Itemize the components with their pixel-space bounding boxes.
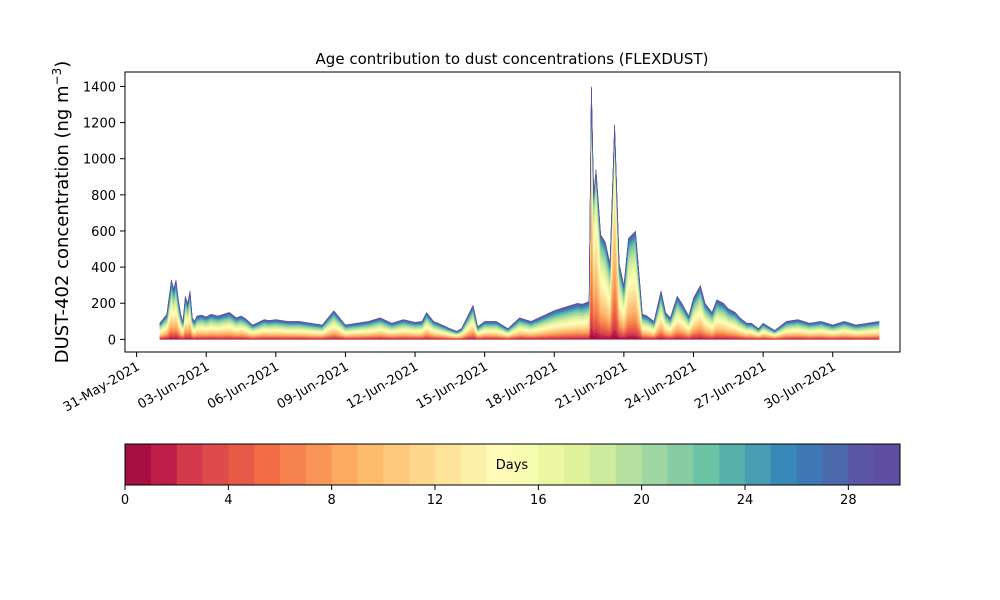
age-band-25 <box>159 90 880 333</box>
age-band-18 <box>159 99 880 335</box>
plot-frame <box>124 71 901 353</box>
y-axis-label-main: DUST-402 concentration (ng m <box>52 85 73 363</box>
x-tick-label: 18-Jun-2021 <box>483 359 560 412</box>
colorbar-bin <box>848 444 875 485</box>
age-band-26 <box>159 89 880 333</box>
colorbar-bin <box>538 444 565 485</box>
y-axis-label: DUST-402 concentration (ng m−3) <box>50 61 73 364</box>
age-band-10 <box>159 173 880 338</box>
y-tick-label: 800 <box>91 189 116 204</box>
y-tick-label: 400 <box>91 261 116 276</box>
colorbar-bin <box>409 444 436 485</box>
colorbar-frame <box>124 443 901 486</box>
x-tick-label: 12-Jun-2021 <box>344 359 421 412</box>
colorbar-bin <box>667 444 694 485</box>
colorbar: 0 4 8 12 16 20 24 28 <box>121 443 901 508</box>
y-tick-label: 1000 <box>83 153 116 168</box>
colorbar-bin <box>460 444 488 485</box>
y-tick-label: 600 <box>91 225 116 240</box>
age-band-16 <box>159 105 880 336</box>
age-band-15 <box>159 109 880 336</box>
y-tick-label: 200 <box>91 297 116 312</box>
colorbar-tick-label: 20 <box>633 493 650 508</box>
x-tick-label: 21-Jun-2021 <box>553 359 630 412</box>
colorbar-tick-label: 12 <box>427 493 444 508</box>
age-band-11 <box>159 154 880 338</box>
colorbar-bin <box>435 444 462 485</box>
y-tick-label: 0 <box>108 333 116 348</box>
x-tick-label: 15-Jun-2021 <box>414 359 491 412</box>
colorbar-bin <box>150 444 178 485</box>
x-tick-label: 31-May-2021 <box>61 359 143 415</box>
y-tick-label: 1200 <box>83 117 116 132</box>
x-tick-label: 03-Jun-2021 <box>135 359 212 412</box>
x-tick-label: 06-Jun-2021 <box>205 359 282 412</box>
age-band-17 <box>159 101 880 336</box>
age-band-19 <box>159 97 880 335</box>
colorbar-bin <box>770 444 798 485</box>
colorbar-bin <box>254 444 281 485</box>
x-tick-label: 27-Jun-2021 <box>692 359 769 412</box>
colorbar-bin <box>590 444 617 485</box>
colorbar-bin <box>280 444 307 485</box>
age-band-13 <box>159 126 880 337</box>
colorbar-bin <box>228 444 255 485</box>
y-tick-label: 1400 <box>83 80 116 95</box>
colorbar-bin <box>383 444 410 485</box>
colorbar-bin <box>822 444 849 485</box>
colorbar-bin <box>874 444 901 485</box>
colorbar-bin <box>331 444 358 485</box>
colorbar-bin <box>357 444 384 485</box>
age-band-28 <box>159 87 880 332</box>
colorbar-bin <box>512 444 539 485</box>
colorbar-tick-label: 16 <box>530 493 547 508</box>
age-band-24 <box>159 91 880 333</box>
colorbar-label: Days <box>496 458 529 473</box>
age-band-20 <box>159 96 880 335</box>
colorbar-bin <box>125 444 152 485</box>
x-tick-label: 30-Jun-2021 <box>762 359 839 412</box>
colorbar-tick-label: 28 <box>840 493 857 508</box>
age-band-14 <box>159 116 880 337</box>
x-tick-label: 09-Jun-2021 <box>275 359 352 412</box>
age-band-23 <box>159 92 880 334</box>
age-band-22 <box>159 93 880 334</box>
colorbar-bin <box>641 444 668 485</box>
colorbar-tick-label: 8 <box>328 493 336 508</box>
y-axis: 0 200 400 600 800 1000 1200 1400 <box>83 80 125 348</box>
colorbar-bin <box>615 444 643 485</box>
age-band-27 <box>159 88 880 333</box>
colorbar-tick-label: 24 <box>737 493 754 508</box>
colorbar-bin <box>564 444 591 485</box>
colorbar-bin <box>486 444 513 485</box>
age-band-12 <box>159 138 880 337</box>
colorbar-bin <box>202 444 229 485</box>
colorbar-tick-label: 0 <box>121 493 129 508</box>
stacked-age-areas <box>159 86 880 340</box>
age-band-29 <box>159 86 880 332</box>
age-band-9 <box>159 194 880 338</box>
x-tick-label: 24-Jun-2021 <box>623 359 700 412</box>
colorbar-bin <box>745 444 772 485</box>
colorbar-bin <box>719 444 746 485</box>
colorbar-bin <box>305 444 333 485</box>
y-axis-label-close: ) <box>52 61 73 68</box>
y-axis-label-exponent: −3 <box>50 68 64 86</box>
chart-title: Age contribution to dust concentrations … <box>316 50 709 68</box>
colorbar-bin <box>796 444 823 485</box>
colorbar-tick-label: 4 <box>224 493 232 508</box>
age-band-21 <box>159 95 880 334</box>
colorbar-bin <box>176 444 203 485</box>
x-axis: 31-May-202103-Jun-202106-Jun-202109-Jun-… <box>61 352 839 415</box>
colorbar-bin <box>693 444 720 485</box>
